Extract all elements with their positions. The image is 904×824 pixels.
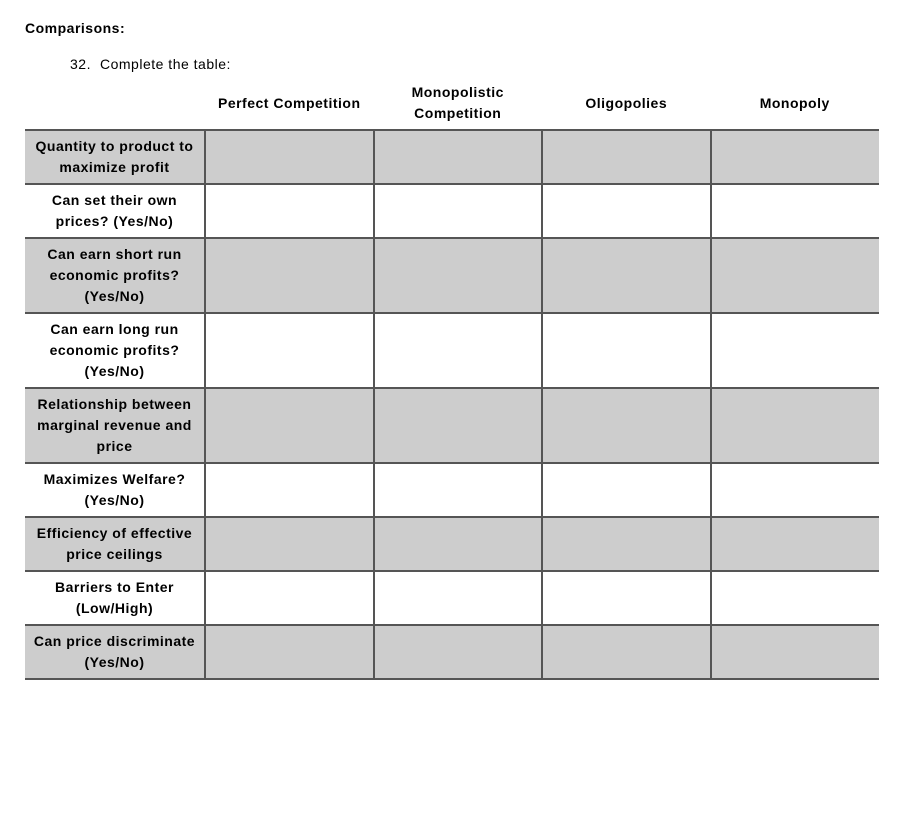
table-cell xyxy=(205,238,374,313)
table-cell xyxy=(542,238,711,313)
table-cell xyxy=(711,571,880,625)
table-row: Quantity to product to maximize profit xyxy=(25,130,879,184)
table-cell xyxy=(205,571,374,625)
table-cell xyxy=(374,517,543,571)
comparison-table: Perfect Competition Monopolistic Competi… xyxy=(25,77,879,680)
section-title: Comparisons: xyxy=(25,20,879,36)
table-cell xyxy=(711,184,880,238)
table-cell xyxy=(374,571,543,625)
table-cell xyxy=(374,130,543,184)
table-cell xyxy=(374,238,543,313)
table-cell xyxy=(542,184,711,238)
table-cell xyxy=(374,463,543,517)
table-row: Can earn long run economic profits? (Yes… xyxy=(25,313,879,388)
table-cell xyxy=(711,463,880,517)
table-cell xyxy=(711,313,880,388)
table-row: Barriers to Enter (Low/High) xyxy=(25,571,879,625)
table-cell xyxy=(374,313,543,388)
table-cell xyxy=(542,463,711,517)
table-cell xyxy=(205,313,374,388)
table-cell xyxy=(711,517,880,571)
row-header: Can earn long run economic profits? (Yes… xyxy=(25,313,205,388)
table-cell xyxy=(711,388,880,463)
table-body: Quantity to product to maximize profit C… xyxy=(25,130,879,679)
table-cell xyxy=(711,130,880,184)
table-cell xyxy=(542,313,711,388)
row-header: Maximizes Welfare? (Yes/No) xyxy=(25,463,205,517)
row-header: Quantity to product to maximize profit xyxy=(25,130,205,184)
table-row: Can price discriminate (Yes/No) xyxy=(25,625,879,679)
table-header-row: Perfect Competition Monopolistic Competi… xyxy=(25,77,879,130)
table-row: Can set their own prices? (Yes/No) xyxy=(25,184,879,238)
row-header: Can price discriminate (Yes/No) xyxy=(25,625,205,679)
table-cell xyxy=(711,625,880,679)
table-cell xyxy=(205,184,374,238)
row-header: Can set their own prices? (Yes/No) xyxy=(25,184,205,238)
table-cell xyxy=(374,625,543,679)
question-prompt: 32.Complete the table: xyxy=(70,56,879,72)
question-text: Complete the table: xyxy=(100,56,231,72)
question-number: 32. xyxy=(70,56,100,72)
table-cell xyxy=(205,463,374,517)
table-cell xyxy=(542,517,711,571)
row-header: Relationship between marginal revenue an… xyxy=(25,388,205,463)
table-cell xyxy=(374,184,543,238)
table-cell xyxy=(205,388,374,463)
table-cell xyxy=(205,517,374,571)
table-row: Maximizes Welfare? (Yes/No) xyxy=(25,463,879,517)
col-header: Perfect Competition xyxy=(205,77,374,130)
row-header: Barriers to Enter (Low/High) xyxy=(25,571,205,625)
table-cell xyxy=(542,625,711,679)
table-row: Can earn short run economic profits? (Ye… xyxy=(25,238,879,313)
table-cell xyxy=(205,130,374,184)
table-cell xyxy=(374,388,543,463)
col-header: Monopolistic Competition xyxy=(374,77,543,130)
col-header: Monopoly xyxy=(711,77,880,130)
table-row: Efficiency of effective price ceilings xyxy=(25,517,879,571)
row-header: Efficiency of effective price ceilings xyxy=(25,517,205,571)
row-header: Can earn short run economic profits? (Ye… xyxy=(25,238,205,313)
table-corner-cell xyxy=(25,77,205,130)
table-row: Relationship between marginal revenue an… xyxy=(25,388,879,463)
table-cell xyxy=(711,238,880,313)
table-cell xyxy=(542,571,711,625)
table-cell xyxy=(542,130,711,184)
table-cell xyxy=(542,388,711,463)
col-header: Oligopolies xyxy=(542,77,711,130)
table-cell xyxy=(205,625,374,679)
